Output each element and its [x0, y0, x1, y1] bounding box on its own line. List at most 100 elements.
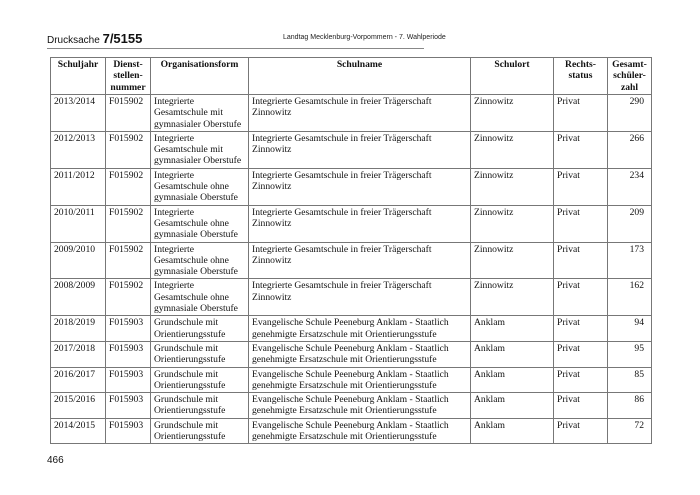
table-cell: F015902 [105, 130, 151, 169]
table-cell: Integrierte Gesamtschule in freier Träge… [248, 241, 471, 280]
header-rule [47, 48, 424, 49]
table-cell: 94 [607, 315, 652, 342]
table-cell: 2014/2015 [50, 417, 106, 445]
table-row: 2010/2011 F015902 Integrierte Gesamtschule… [50, 204, 652, 243]
table-cell: Zinnowitz [470, 167, 554, 206]
table-cell: 72 [607, 417, 652, 445]
table-cell: 162 [607, 278, 652, 317]
table-cell: Evangelische Schule Peeneburg Anklam - S… [248, 340, 471, 368]
table-cell: 234 [607, 167, 652, 206]
table-cell: Privat [553, 366, 608, 394]
column-header: Gesamt- schüler- zahl [607, 57, 652, 95]
table-cell: Anklam [470, 392, 554, 419]
table-cell: Privat [553, 417, 608, 445]
column-header: Organisationsform [150, 57, 249, 95]
page-number: 466 [47, 455, 64, 466]
table-cell: F015903 [105, 315, 151, 342]
table-row: 2017/2018 F015903 Grundschule mit Orientie… [50, 340, 652, 368]
table-cell: 95 [607, 340, 652, 368]
table-cell: 2008/2009 [50, 278, 106, 317]
table-cell: 86 [607, 392, 652, 419]
table-cell: Grundschule mit Orientierungsstufe [150, 392, 249, 419]
table-row: 2012/2013 F015902 Integrierte Gesamtschule… [50, 130, 652, 169]
table-row: 2013/2014 F015902 Integrierte Gesamtschule… [50, 94, 652, 132]
table-cell: Anklam [470, 366, 554, 394]
table-cell: Privat [553, 204, 608, 243]
table-row: 2008/2009 F015902 Integrierte Gesamtschule… [50, 278, 652, 317]
table-cell: Zinnowitz [470, 278, 554, 317]
table-cell: F015902 [105, 167, 151, 206]
table-cell: Integrierte Gesamtschule in freier Träge… [248, 167, 471, 206]
table-cell: Anklam [470, 340, 554, 368]
table-cell: F015903 [105, 366, 151, 394]
table-cell: Evangelische Schule Peeneburg Anklam - S… [248, 315, 471, 342]
doc-header-left: Drucksache 7/5155 [47, 31, 142, 46]
column-header: Schulort [470, 57, 554, 95]
table-cell: 290 [607, 94, 652, 132]
table-cell: Privat [553, 94, 608, 132]
table-cell: 2009/2010 [50, 241, 106, 280]
table-cell: Integrierte Gesamtschule mit gymnasialer… [150, 130, 249, 169]
table-cell: 2013/2014 [50, 94, 106, 132]
table-row: 2011/2012 F015902 Integrierte Gesamtschule… [50, 167, 652, 206]
table-cell: Grundschule mit Orientierungsstufe [150, 366, 249, 394]
schools-table: Schuljahr Dienst- stellen- nummer Organisa… [50, 57, 652, 445]
table-cell: 2010/2011 [50, 204, 106, 243]
table-cell: Evangelische Schule Peeneburg Anklam - S… [248, 392, 471, 419]
table-cell: Integrierte Gesamtschule ohne gymnasiale… [150, 167, 249, 206]
table-cell: Integrierte Gesamtschule ohne gymnasiale… [150, 241, 249, 280]
table-cell: 266 [607, 130, 652, 169]
table-row: 2009/2010 F015902 Integrierte Gesamtschule… [50, 241, 652, 280]
table-cell: Zinnowitz [470, 94, 554, 132]
table-cell: 2016/2017 [50, 366, 106, 394]
table-cell: Grundschule mit Orientierungsstufe [150, 417, 249, 445]
table-cell: 2011/2012 [50, 167, 106, 206]
table-cell: Integrierte Gesamtschule in freier Träge… [248, 278, 471, 317]
table-cell: 2018/2019 [50, 315, 106, 342]
table-cell: 85 [607, 366, 652, 394]
table-cell: 209 [607, 204, 652, 243]
table-row: 2016/2017 F015903 Grundschule mit Orientie… [50, 366, 652, 394]
parliament-label: Landtag Mecklenburg-Vorpommern - 7. Wahl… [283, 34, 446, 41]
table-cell: F015902 [105, 94, 151, 132]
table-cell: F015902 [105, 241, 151, 280]
table-cell: F015903 [105, 392, 151, 419]
table-row: 2015/2016 F015903 Grundschule mit Orientie… [50, 392, 652, 419]
doc-label: Drucksache [47, 35, 100, 46]
table-cell: Integrierte Gesamtschule ohne gymnasiale… [150, 278, 249, 317]
table-cell: Privat [553, 278, 608, 317]
table-cell: Evangelische Schule Peeneburg Anklam - S… [248, 417, 471, 445]
table-cell: Integrierte Gesamtschule ohne gymnasiale… [150, 204, 249, 243]
table-cell: Privat [553, 392, 608, 419]
table-cell: Anklam [470, 315, 554, 342]
table-cell: Integrierte Gesamtschule mit gymnasialer… [150, 94, 249, 132]
table-row: 2014/2015 F015903 Grundschule mit Orientie… [50, 417, 652, 445]
table-cell: Integrierte Gesamtschule in freier Träge… [248, 94, 471, 132]
table-cell: Grundschule mit Orientierungsstufe [150, 315, 249, 342]
table-cell: F015903 [105, 417, 151, 445]
table-cell: Privat [553, 241, 608, 280]
table-cell: F015902 [105, 204, 151, 243]
table-cell: 173 [607, 241, 652, 280]
table-cell: Zinnowitz [470, 130, 554, 169]
table-header-row: Schuljahr Dienst- stellen- nummer Organisa… [50, 57, 652, 95]
table-cell: Privat [553, 130, 608, 169]
table-cell: F015902 [105, 278, 151, 317]
table-cell: Privat [553, 315, 608, 342]
table-cell: 2015/2016 [50, 392, 106, 419]
table-cell: F015903 [105, 340, 151, 368]
doc-number: 7/5155 [102, 31, 143, 46]
table-cell: Grundschule mit Orientierungsstufe [150, 340, 249, 368]
table-cell: Privat [553, 340, 608, 368]
table-cell: Anklam [470, 417, 554, 445]
column-header: Schulname [248, 57, 471, 95]
table-cell: Integrierte Gesamtschule in freier Träge… [248, 204, 471, 243]
table-cell: 2012/2013 [50, 130, 106, 169]
table-cell: 2017/2018 [50, 340, 106, 368]
column-header: Rechts- status [553, 57, 608, 95]
table-row: 2018/2019 F015903 Grundschule mit Orientie… [50, 315, 652, 342]
column-header: Dienst- stellen- nummer [105, 57, 151, 95]
table-cell: Zinnowitz [470, 241, 554, 280]
table-cell: Evangelische Schule Peeneburg Anklam - S… [248, 366, 471, 394]
